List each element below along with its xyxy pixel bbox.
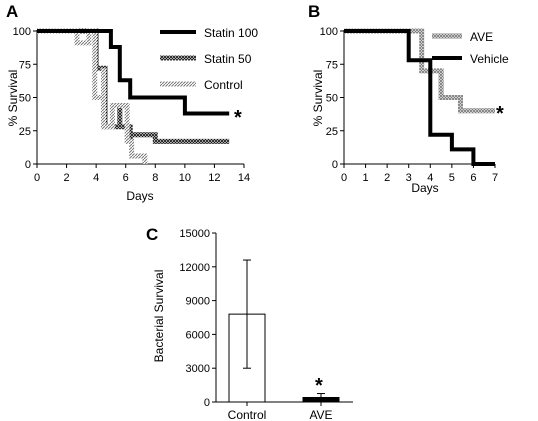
legend-label: Statin 100: [204, 26, 258, 40]
bacterial-survival-bar-chart: 0 3000 6000 9000 12000 15000 Control AVE Bacte…: [152, 228, 353, 421]
x-tick-label: 2: [384, 172, 390, 184]
y-tick-label: 0: [25, 159, 31, 171]
x-tick-label: 5: [449, 172, 455, 184]
y-axis-label: % Survival: [6, 70, 20, 127]
x-tick-label: 6: [470, 172, 476, 184]
x-tick-label: AVE: [309, 408, 332, 421]
y-tick-label: 75: [326, 59, 338, 71]
y-tick-label: 25: [326, 126, 338, 138]
y-tick-label: 100: [13, 26, 31, 38]
survival-chart-b: 0 25 50 75 100 0 1 2 3 4 5 6 7 Days % Survival AVE V…: [311, 26, 509, 195]
x-tick-label: 10: [179, 172, 191, 184]
y-tick-label: 9000: [186, 296, 210, 308]
series-statin-50: [37, 28, 230, 144]
y-tick-label: 0: [204, 397, 210, 409]
series-vehicle: [344, 29, 495, 166]
y-tick-label: 50: [19, 93, 31, 105]
x-tick-label: 1: [363, 172, 369, 184]
x-tick-label: 7: [492, 172, 498, 184]
series-statin-100: [37, 29, 230, 116]
series-ave: [344, 28, 495, 114]
panel-letter-b: B: [308, 2, 320, 21]
significance-asterisk: *: [234, 107, 242, 129]
significance-asterisk: *: [496, 103, 504, 125]
x-tick-label: 0: [34, 172, 40, 184]
y-axis-label: % Survival: [311, 70, 325, 127]
x-tick-label: 8: [152, 172, 158, 184]
x-tick-label: 14: [238, 172, 250, 184]
x-axis-label: Days: [411, 181, 438, 195]
y-tick-label: 6000: [186, 329, 210, 341]
significance-asterisk: *: [315, 375, 323, 397]
x-tick-label: 0: [341, 172, 347, 184]
legend-label: Statin 50: [204, 52, 252, 66]
y-tick-label: 75: [19, 59, 31, 71]
legend-label: Control: [204, 78, 243, 92]
y-axis-label: Bacterial Survival: [152, 270, 166, 363]
y-tick-label: 15000: [179, 228, 210, 240]
legend-label: Vehicle: [470, 52, 509, 66]
x-tick-label: 2: [64, 172, 70, 184]
panel-letter-a: A: [6, 2, 18, 21]
y-tick-label: 12000: [179, 262, 210, 274]
y-tick-label: 50: [326, 93, 338, 105]
x-tick-label: Control: [228, 408, 267, 421]
y-tick-label: 100: [320, 26, 338, 38]
y-tick-label: 0: [332, 159, 338, 171]
series-control: [37, 28, 148, 164]
survival-chart-a: 0 25 50 75 100 0 2 4 6 8 10 12 14 Days % Survival S…: [6, 26, 258, 203]
x-tick-label: 6: [123, 172, 129, 184]
legend-label: AVE: [470, 30, 493, 44]
y-tick-label: 3000: [186, 363, 210, 375]
y-tick-label: 25: [19, 126, 31, 138]
x-tick-label: 3: [406, 172, 412, 184]
x-tick-label: 12: [208, 172, 220, 184]
x-tick-label: 4: [93, 172, 99, 184]
panel-letter-c: C: [146, 225, 158, 244]
x-tick-label: 4: [427, 172, 433, 184]
x-axis-label: Days: [126, 189, 153, 203]
